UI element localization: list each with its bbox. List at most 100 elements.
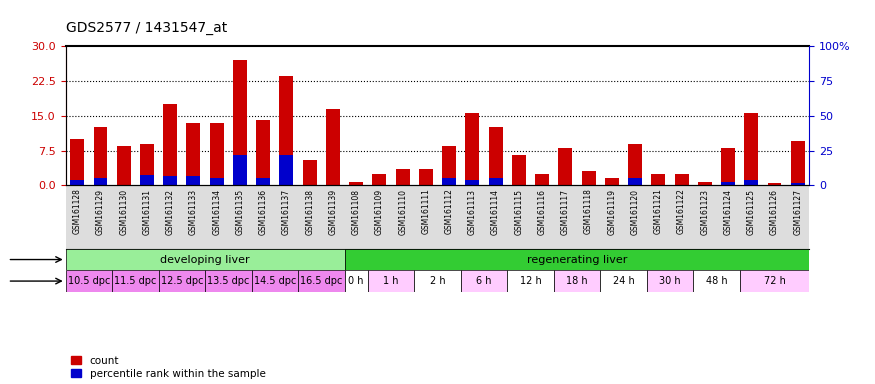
Text: GSM161124: GSM161124: [724, 189, 732, 235]
Bar: [368, 270, 414, 292]
Text: 0 h: 0 h: [348, 276, 364, 286]
Bar: [628, 144, 642, 185]
Text: GSM161108: GSM161108: [352, 189, 360, 235]
Text: 16.5 dpc: 16.5 dpc: [300, 276, 342, 286]
Text: GSM161117: GSM161117: [561, 189, 570, 235]
Bar: [651, 174, 665, 185]
Bar: [554, 270, 600, 292]
Bar: [791, 183, 805, 185]
Text: GSM161112: GSM161112: [444, 189, 453, 235]
Bar: [112, 270, 158, 292]
Bar: [279, 155, 293, 185]
Bar: [767, 183, 781, 185]
Bar: [605, 179, 619, 185]
Text: GSM161128: GSM161128: [73, 189, 81, 235]
Text: 6 h: 6 h: [476, 276, 492, 286]
Bar: [745, 180, 759, 185]
Text: GSM161121: GSM161121: [654, 189, 662, 235]
Bar: [512, 155, 526, 185]
Bar: [647, 270, 693, 292]
Text: GSM161111: GSM161111: [422, 189, 430, 235]
Text: 12 h: 12 h: [520, 276, 542, 286]
Text: GSM161119: GSM161119: [607, 189, 616, 235]
Bar: [345, 270, 368, 292]
Text: GSM161113: GSM161113: [468, 189, 477, 235]
Text: GSM161114: GSM161114: [491, 189, 500, 235]
Bar: [233, 60, 247, 185]
Bar: [298, 270, 345, 292]
Text: 72 h: 72 h: [764, 276, 786, 286]
Bar: [94, 127, 108, 185]
Text: 12.5 dpc: 12.5 dpc: [161, 276, 203, 286]
Text: GSM161136: GSM161136: [259, 189, 268, 235]
Bar: [419, 169, 433, 185]
Text: GSM161138: GSM161138: [305, 189, 314, 235]
Bar: [116, 146, 130, 185]
Text: GSM161137: GSM161137: [282, 189, 290, 235]
Bar: [558, 148, 572, 185]
Text: GSM161139: GSM161139: [328, 189, 338, 235]
Bar: [442, 146, 456, 185]
Bar: [70, 139, 84, 185]
Bar: [94, 179, 108, 185]
Bar: [279, 76, 293, 185]
Bar: [791, 141, 805, 185]
Legend: count, percentile rank within the sample: count, percentile rank within the sample: [71, 356, 265, 379]
Bar: [721, 148, 735, 185]
Bar: [466, 113, 480, 185]
Bar: [210, 179, 224, 185]
Text: 11.5 dpc: 11.5 dpc: [114, 276, 157, 286]
Bar: [140, 144, 154, 185]
Bar: [158, 270, 205, 292]
Bar: [721, 182, 735, 185]
Text: 48 h: 48 h: [705, 276, 727, 286]
Text: GSM161133: GSM161133: [189, 189, 198, 235]
Bar: [466, 180, 480, 185]
Bar: [303, 160, 317, 185]
Bar: [628, 179, 642, 185]
Text: GDS2577 / 1431547_at: GDS2577 / 1431547_at: [66, 21, 227, 35]
Text: GSM161134: GSM161134: [213, 189, 221, 235]
Text: GSM161122: GSM161122: [677, 189, 686, 235]
Bar: [164, 104, 177, 185]
Bar: [233, 155, 247, 185]
Bar: [745, 113, 759, 185]
Text: developing liver: developing liver: [160, 255, 250, 265]
Text: GSM161125: GSM161125: [746, 189, 756, 235]
Bar: [140, 175, 154, 185]
Bar: [186, 176, 200, 185]
Bar: [326, 109, 340, 185]
Bar: [582, 172, 596, 185]
Text: GSM161130: GSM161130: [119, 189, 129, 235]
Text: 1 h: 1 h: [383, 276, 399, 286]
Text: 13.5 dpc: 13.5 dpc: [207, 276, 249, 286]
Text: 18 h: 18 h: [566, 276, 588, 286]
Bar: [210, 123, 224, 185]
Bar: [507, 270, 554, 292]
Bar: [164, 176, 177, 185]
Bar: [256, 121, 270, 185]
Bar: [693, 270, 739, 292]
Text: 14.5 dpc: 14.5 dpc: [254, 276, 296, 286]
Text: GSM161135: GSM161135: [235, 189, 244, 235]
Bar: [256, 179, 270, 185]
Text: GSM161110: GSM161110: [398, 189, 407, 235]
Bar: [414, 270, 461, 292]
Text: GSM161116: GSM161116: [537, 189, 547, 235]
Text: 24 h: 24 h: [612, 276, 634, 286]
Bar: [461, 270, 507, 292]
Bar: [373, 174, 387, 185]
Bar: [349, 182, 363, 185]
Bar: [600, 270, 647, 292]
Bar: [205, 270, 252, 292]
Text: GSM161127: GSM161127: [794, 189, 802, 235]
Text: GSM161132: GSM161132: [165, 189, 175, 235]
Text: GSM161123: GSM161123: [700, 189, 710, 235]
Text: GSM161109: GSM161109: [374, 189, 384, 235]
Text: GSM161118: GSM161118: [584, 189, 593, 235]
Text: 30 h: 30 h: [659, 276, 681, 286]
Text: 10.5 dpc: 10.5 dpc: [67, 276, 110, 286]
Text: 2 h: 2 h: [430, 276, 445, 286]
Bar: [396, 169, 410, 185]
Text: GSM161115: GSM161115: [514, 189, 523, 235]
